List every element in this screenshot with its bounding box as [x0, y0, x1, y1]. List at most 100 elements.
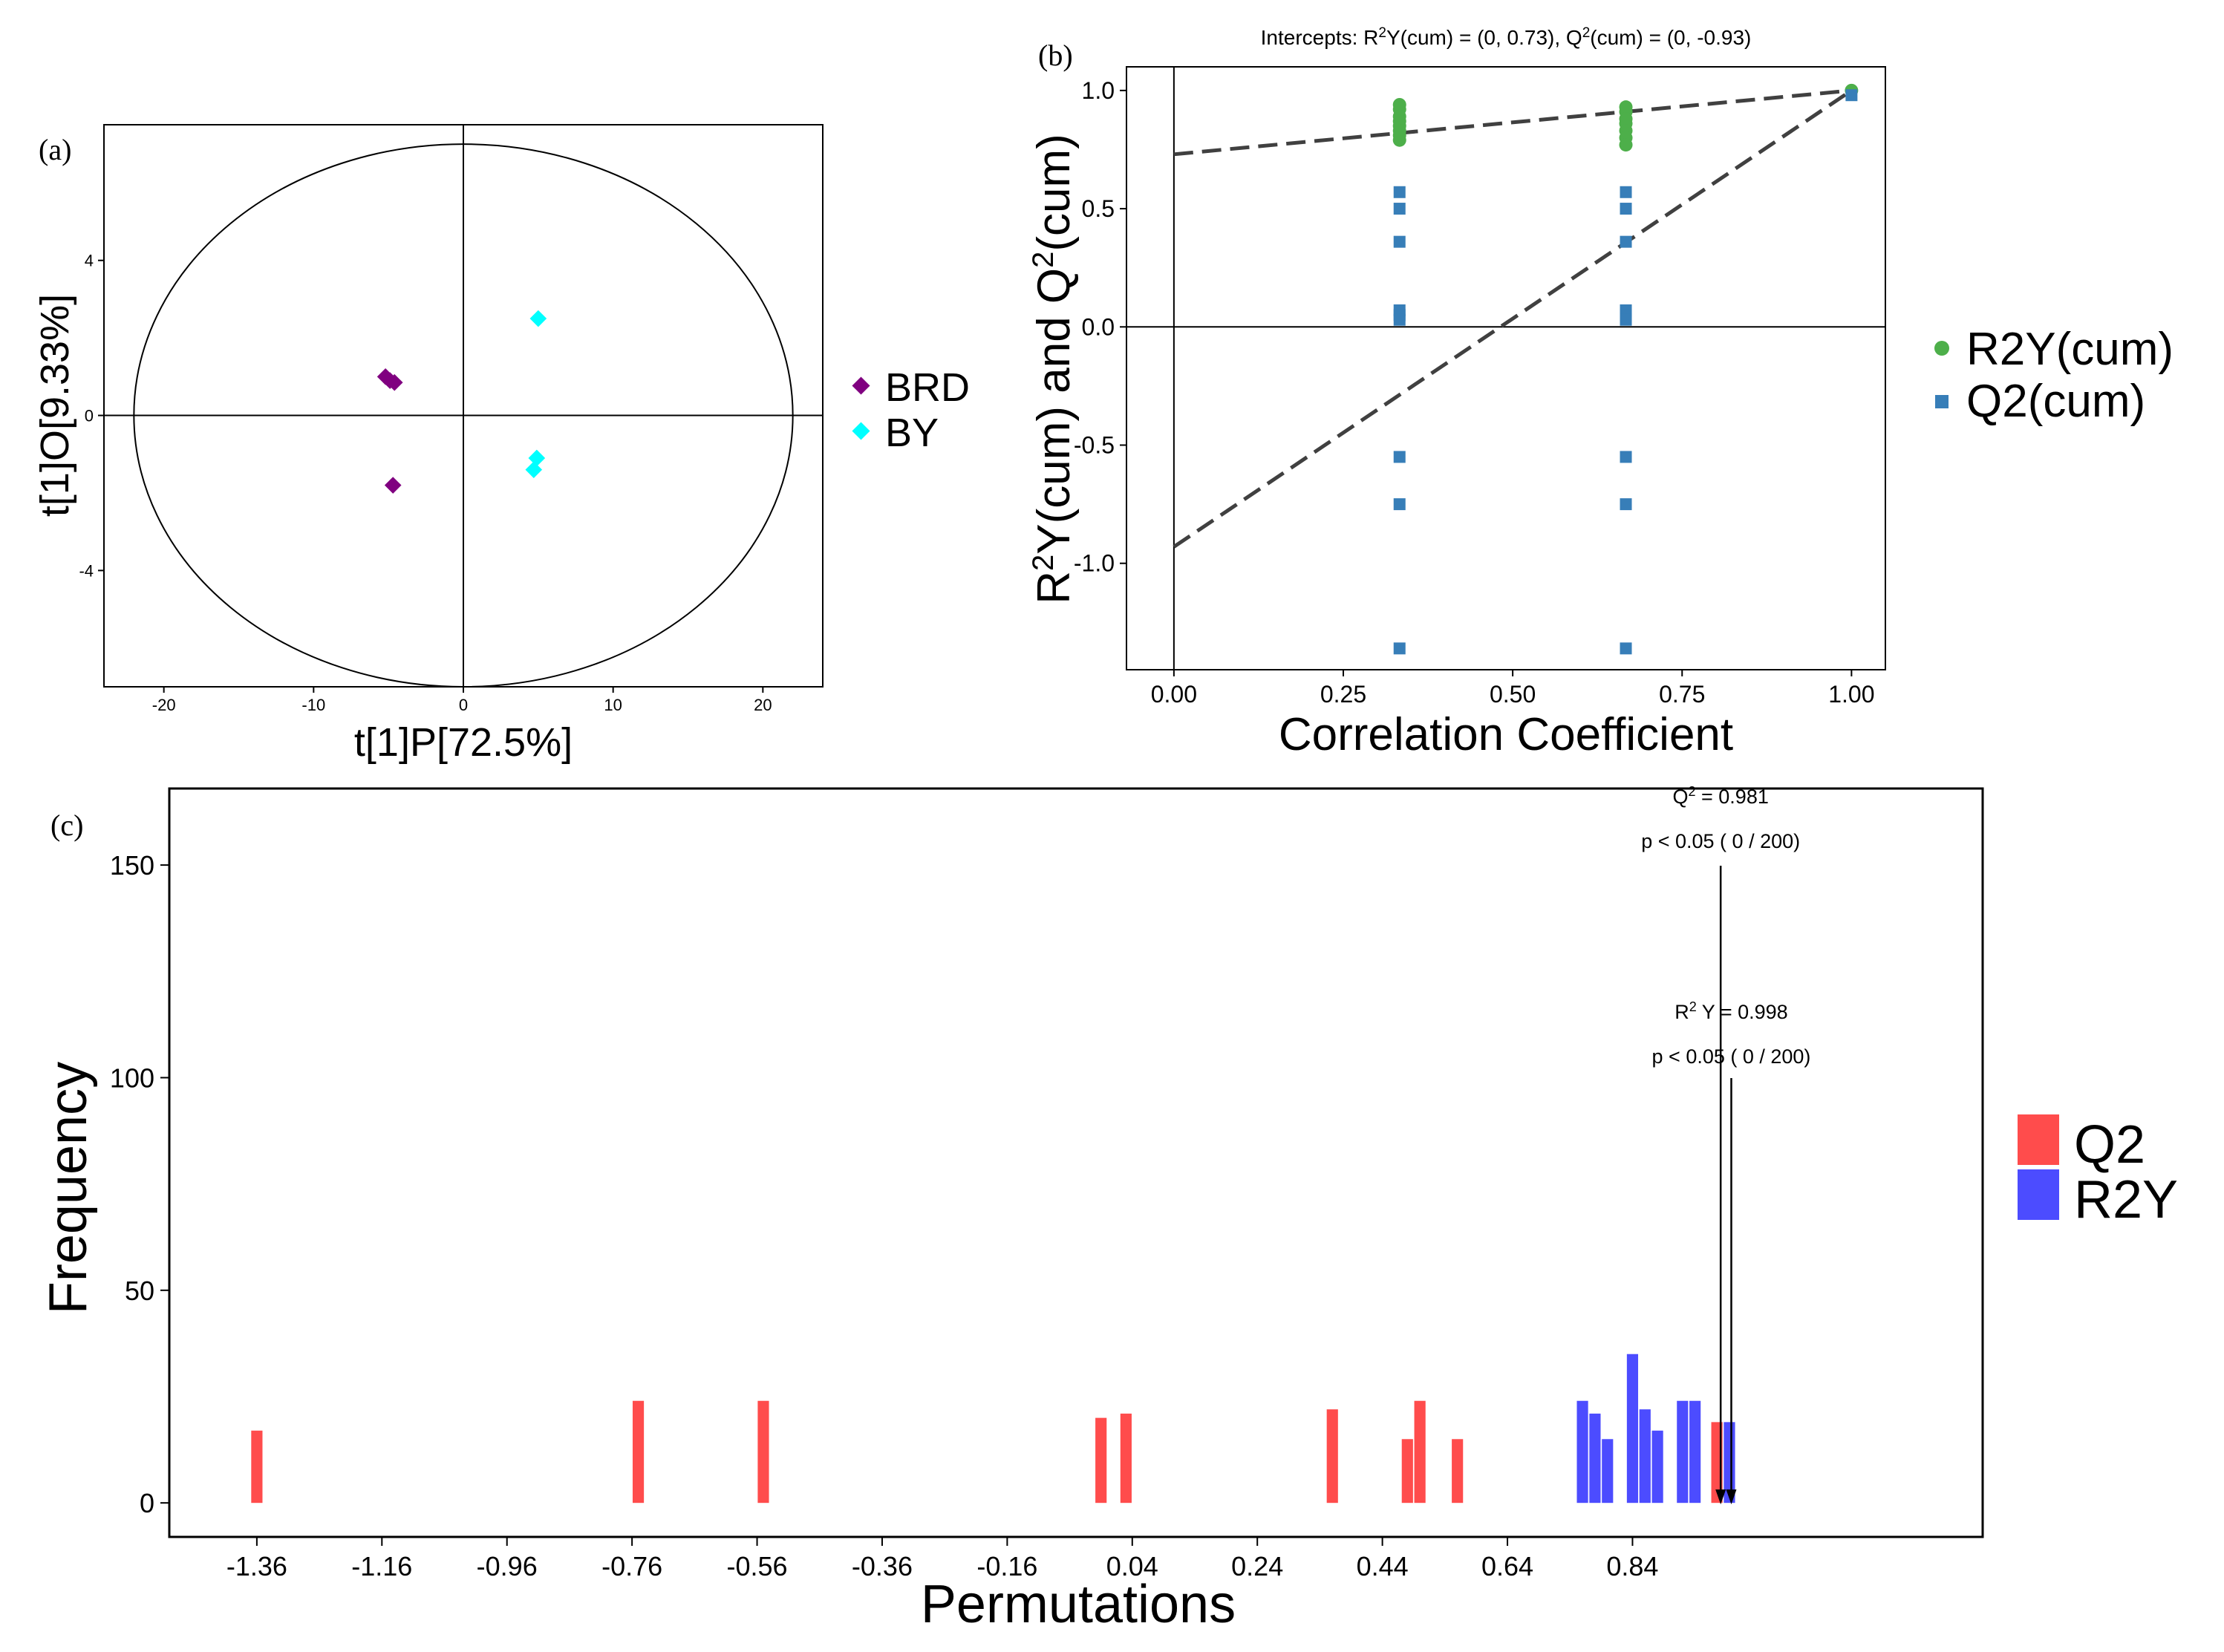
panel-b-point-q2-cum [1393, 313, 1406, 326]
panel-a-x-axis-label: t[1]P[72.5%] [354, 720, 573, 765]
panel-a-y-axis-label: t[1]O[9.33%] [33, 294, 77, 517]
panel-b-y-tick-label: -0.5 [1074, 431, 1115, 458]
panel-b-y-tick-label: 0.0 [1082, 313, 1115, 340]
panel-a-label: (a) [39, 133, 71, 166]
panel-b-point-q2-cum [1620, 451, 1632, 463]
panel-c-bar-q2 [757, 1400, 769, 1504]
legend-q2-label: Q2 [2074, 1115, 2145, 1175]
panel-c-x-tick-label: -0.56 [727, 1551, 788, 1581]
legend-q2-swatch [2018, 1114, 2059, 1165]
panel-c-bar-q2 [632, 1400, 645, 1504]
panel-c-annotation-q2-pvalue: p < 0.05 ( 0 / 200) [1641, 830, 1800, 852]
panel-b-point-q2-cum [1393, 186, 1406, 198]
panel-c-bar-r2y [1651, 1430, 1663, 1504]
panel-c-annotation-r2y-pvalue: p < 0.05 ( 0 / 200) [1652, 1045, 1811, 1068]
panel-b-frame [1126, 66, 1886, 670]
panel-c: (c) -1.36 -1.16 -0.96 -0.76 -0.56 -0.36 -0.16 0… [39, 784, 2178, 1634]
panel-c-annotation-arrowhead [1715, 1489, 1726, 1505]
panel-a-y-tick-label: 0 [85, 407, 94, 425]
panel-b-point-q2-cum [1620, 203, 1632, 215]
panel-a-x-tick-label: -20 [152, 696, 176, 714]
panel-c-y-tick-label: 150 [110, 850, 154, 881]
panel-c-x-tick-label: -1.36 [226, 1551, 287, 1581]
legend-q2-cum-label: Q2(cum) [1966, 376, 2145, 427]
panel-b-regression-lines [1173, 88, 1853, 549]
panel-b-title: Intercepts: R2Y(cum) = (0, 0.73), Q2(cum… [1261, 25, 1752, 50]
panel-c-x-tick-label: 0.24 [1231, 1551, 1283, 1581]
panel-c-bar-r2y [1689, 1400, 1701, 1504]
panel-c-x-tick-label: 0.64 [1481, 1551, 1533, 1581]
panel-b-points [1392, 83, 1859, 655]
panel-b-point-r2y-cum [1619, 138, 1633, 152]
panel-c-bar-q2 [1326, 1409, 1338, 1504]
panel-b-point-q2-cum [1393, 642, 1406, 655]
panel-a-points [376, 310, 547, 494]
panel-c-annotation-r2y-value: R2 Y = 0.998 [1674, 999, 1787, 1023]
panel-a: (a) -20 -10 0 10 20 -4 0 4 t[1]P[72.5%] t[1]O[9… [33, 124, 970, 765]
panel-c-annotations: Q2 = 0.981 p < 0.05 ( 0 / 200) R2 Y = 0.99… [1641, 784, 1811, 1505]
legend-r2y-swatch [2018, 1169, 2059, 1220]
panel-b-regression-line-q2cum [1173, 88, 1853, 549]
panel-a-legend: BRD BY [852, 365, 970, 455]
panel-b-y-tick-label: -1.0 [1074, 550, 1115, 577]
panel-a-x-tick-label: -10 [301, 696, 325, 714]
panel-c-bar-r2y [1576, 1400, 1588, 1504]
panel-b-x-tick-label: 0.50 [1490, 681, 1536, 708]
panel-b-point-q2-cum [1620, 313, 1632, 326]
panel-b-point-q2-cum [1845, 89, 1858, 102]
panel-b: (b) Intercepts: R2Y(cum) = (0, 0.73), Q2… [1027, 25, 2174, 761]
panel-c-bar-r2y [1589, 1413, 1601, 1504]
legend-by-label: BY [885, 411, 939, 455]
panel-c-bar-r2y [1724, 1422, 1735, 1504]
panel-b-point-q2-cum [1620, 235, 1632, 248]
panel-c-x-tick-label: 0.04 [1106, 1551, 1158, 1581]
panel-b-y-tick-label: 0.5 [1082, 195, 1115, 222]
panel-a-x-tick-label: 10 [604, 696, 622, 714]
panel-c-bar-r2y [1677, 1400, 1689, 1504]
panel-c-x-tick-label: -1.16 [351, 1551, 412, 1581]
panel-c-bar-r2y [1626, 1354, 1639, 1504]
panel-a-point-by [525, 461, 543, 478]
panel-b-x-tick-label: 1.00 [1828, 681, 1874, 708]
panel-b-point-q2-cum [1393, 451, 1406, 463]
panel-b-legend: R2Y(cum) Q2(cum) [1934, 324, 2174, 427]
panel-c-x-tick-label: -0.16 [976, 1551, 1037, 1581]
panel-a-point-by [528, 449, 546, 467]
panel-c-x-tick-label: -0.76 [601, 1551, 662, 1581]
panel-c-x-tick-label: 0.84 [1606, 1551, 1658, 1581]
panel-b-point-q2-cum [1620, 498, 1632, 511]
panel-a-x-tick-label: 0 [459, 696, 468, 714]
panel-c-frame [168, 787, 1984, 1538]
panel-c-bar-q2 [251, 1430, 263, 1504]
panel-a-point-brd [384, 477, 402, 494]
panel-b-point-q2-cum [1620, 642, 1632, 655]
panel-c-annotation-q2-value: Q2 = 0.981 [1672, 784, 1768, 808]
legend-r2y-cum-marker [1934, 341, 1949, 356]
panel-a-x-tick-label: 20 [754, 696, 772, 714]
legend-by-marker [852, 422, 870, 440]
panel-b-point-q2-cum [1393, 235, 1406, 248]
panel-c-bar-q2 [1452, 1439, 1464, 1504]
panel-c-bars [251, 1354, 1735, 1504]
panel-a-y-tick-label: -4 [79, 561, 94, 580]
panel-c-y-tick-label: 0 [140, 1488, 154, 1518]
panel-c-x-axis-label: Permutations [921, 1575, 1236, 1634]
panel-c-ticks: -1.36 -1.16 -0.96 -0.76 -0.56 -0.36 -0.16 0.04 0… [110, 850, 1659, 1581]
legend-q2-cum-marker [1935, 395, 1949, 408]
panel-c-y-axis-label: Frequency [39, 1062, 98, 1314]
panel-a-point-by [529, 310, 547, 327]
panel-b-regression-line-r2ycum [1173, 88, 1852, 157]
legend-r2y-label: R2Y [2074, 1170, 2178, 1230]
panel-b-point-q2-cum [1393, 203, 1406, 215]
panel-b-point-q2-cum [1620, 186, 1632, 198]
panel-b-zero-lines [1126, 67, 1885, 670]
panel-a-y-tick-label: 4 [85, 252, 94, 270]
panel-c-y-tick-label: 50 [125, 1276, 154, 1306]
panel-c-legend: Q2 R2Y [2018, 1114, 2178, 1230]
panel-c-bar-q2 [1095, 1417, 1107, 1504]
panel-c-bar-q2 [1401, 1439, 1413, 1504]
panel-c-x-tick-label: -0.36 [852, 1551, 913, 1581]
panel-c-bar-q2 [1120, 1413, 1132, 1504]
legend-r2y-cum-label: R2Y(cum) [1966, 324, 2174, 375]
